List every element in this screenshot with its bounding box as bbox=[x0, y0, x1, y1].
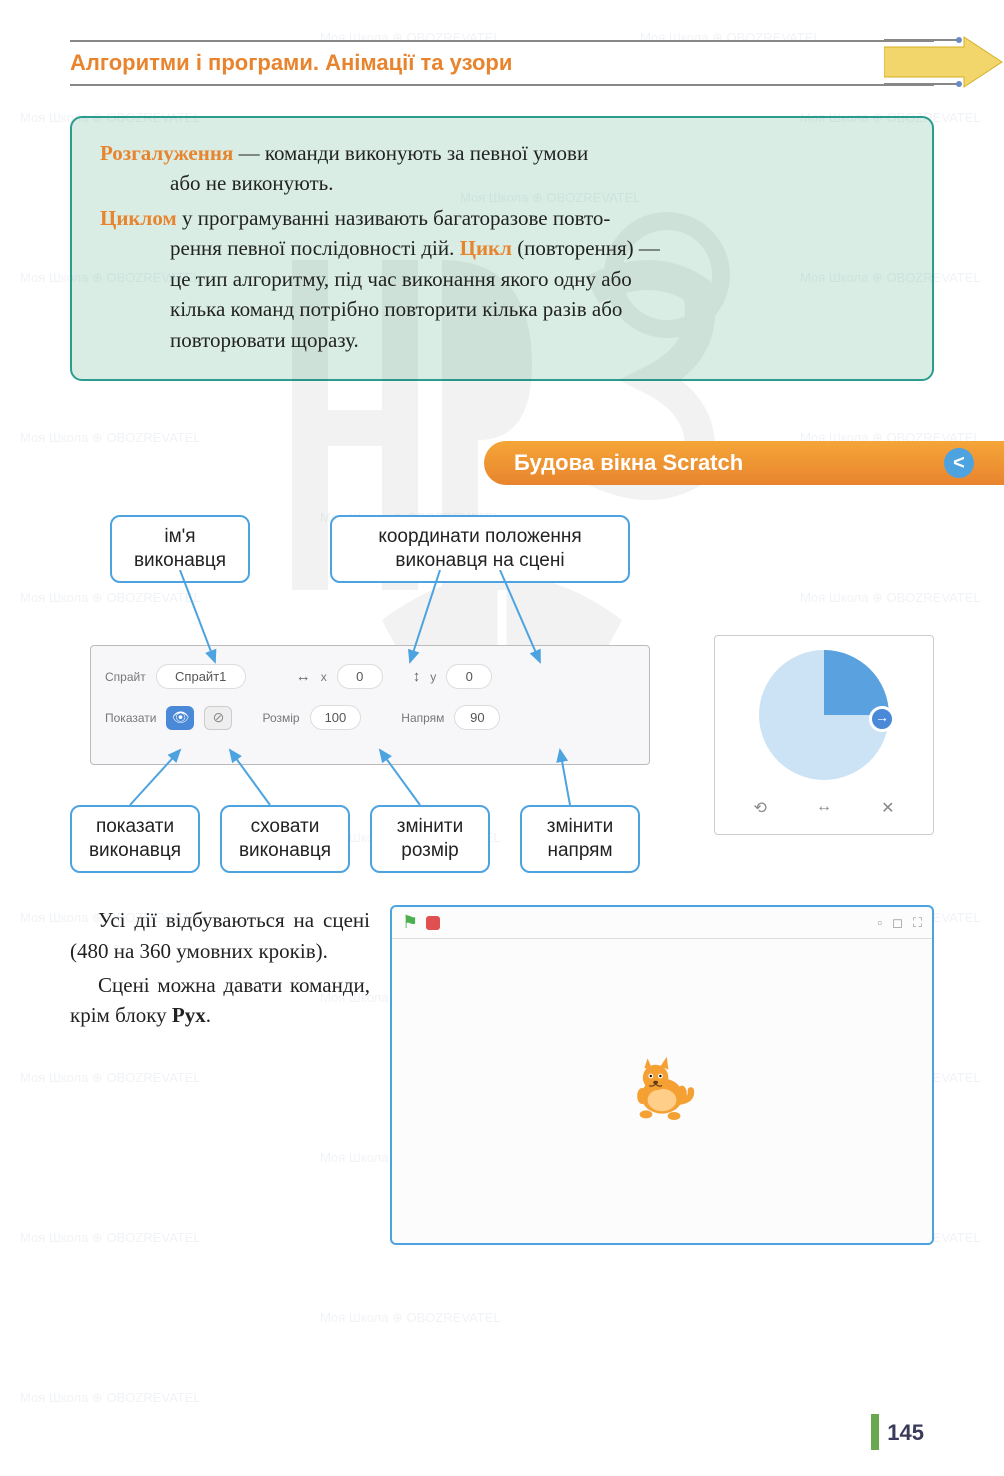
page-number: 145 bbox=[887, 1420, 924, 1446]
label-hide: сховативиконавця bbox=[220, 805, 350, 873]
watermark: Моя Школа ⊕ OBOZREVATEL bbox=[20, 1390, 201, 1406]
section-title: Будова вікна Scratch bbox=[514, 450, 743, 476]
hide-button[interactable]: ⊘ bbox=[204, 706, 232, 730]
direction-label: Напрям bbox=[401, 711, 444, 725]
label-direction: змінитинапрям bbox=[520, 805, 640, 873]
chapter-title: Алгоритми і програми. Анімації та узори bbox=[70, 50, 512, 75]
x-field[interactable]: 0 bbox=[337, 664, 383, 689]
stop-icon[interactable] bbox=[426, 916, 440, 930]
scratch-cat-sprite[interactable] bbox=[622, 1052, 702, 1132]
rotation-style-icons: ⟲ ↔ ✕ bbox=[729, 798, 919, 818]
sprite-name-field[interactable]: Спрайт1 bbox=[156, 664, 246, 689]
def-text: це тип алгоритму, під час виконання яког… bbox=[100, 264, 904, 294]
label-text: змінитинапрям bbox=[547, 816, 613, 861]
sprite-label: Спрайт bbox=[105, 670, 146, 684]
term-cycle: Цикл bbox=[460, 236, 512, 260]
body-text: Усі дії відбуваються на сцені (480 на 36… bbox=[70, 905, 370, 1245]
body-text-span: Сцені можна давати ко­манди, крім блоку bbox=[70, 973, 370, 1027]
body-text-bold: Рух bbox=[172, 1003, 206, 1027]
label-coords: координати положеннявиконавця на сцені bbox=[330, 515, 630, 583]
body-text-span: . bbox=[206, 1003, 211, 1027]
def-text: у програмуванні називають багаторазове п… bbox=[177, 206, 611, 230]
x-label: x bbox=[321, 670, 327, 684]
sprite-row-1: Спрайт Спрайт1 ↔ x 0 ↕ y 0 bbox=[105, 664, 635, 689]
size-label: Розмір bbox=[262, 711, 299, 725]
show-button[interactable]: 👁 bbox=[166, 706, 194, 730]
size-field[interactable]: 100 bbox=[310, 705, 362, 730]
stage-controls: ▫ ◻ ⛶ bbox=[877, 915, 922, 931]
bottom-section: Усі дії відбуваються на сцені (480 на 36… bbox=[70, 905, 934, 1245]
definition-loop: Циклом у програмуванні називають багатор… bbox=[100, 203, 904, 355]
rotate-none-icon[interactable]: ✕ bbox=[881, 798, 894, 818]
watermark: Моя Школа ⊕ OBOZREVATEL bbox=[20, 430, 201, 446]
label-text: сховативиконавця bbox=[239, 816, 331, 861]
show-label: Показати bbox=[105, 711, 156, 725]
def-line: рення певної послідовності дій. Цикл (по… bbox=[100, 233, 904, 263]
rotate-lr-icon[interactable]: ↔ bbox=[816, 798, 832, 818]
textbook-page: Моя Школа ⊕ OBOZREVATEL Моя Школа ⊕ OBOZ… bbox=[0, 0, 1004, 1476]
definitions-box: Розгалуження — команди виконують за певн… bbox=[70, 116, 934, 381]
watermark: Моя Школа ⊕ OBOZREVATEL bbox=[320, 1310, 501, 1326]
section-icon: < bbox=[944, 448, 974, 478]
def-text: — команди виконують за певної умови bbox=[233, 141, 588, 165]
y-field[interactable]: 0 bbox=[446, 664, 492, 689]
label-show: показативиконавця bbox=[70, 805, 200, 873]
def-text: рення певної послідовності дій. bbox=[170, 236, 460, 260]
term-branching: Розгалуження bbox=[100, 141, 233, 165]
small-stage-icon[interactable]: ▫ bbox=[877, 915, 882, 931]
green-flag-icon[interactable]: ⚑ bbox=[402, 912, 418, 933]
dial-arrow-icon: → bbox=[869, 706, 895, 732]
direction-dial[interactable]: → bbox=[759, 650, 889, 780]
def-text: або не виконують. bbox=[100, 168, 904, 198]
label-text: ім'явиконавця bbox=[134, 526, 226, 571]
paragraph-2: Сцені можна давати ко­манди, крім блоку … bbox=[70, 970, 370, 1031]
scratch-stage-panel: ⚑ ▫ ◻ ⛶ bbox=[390, 905, 934, 1245]
scratch-panel-diagram: ім'явиконавця координати положеннявикона… bbox=[70, 515, 934, 895]
label-size: змінитирозмір bbox=[370, 805, 490, 873]
direction-panel: → ⟲ ↔ ✕ bbox=[714, 635, 934, 835]
def-text: (повторення) — bbox=[512, 236, 660, 260]
label-text: змінитирозмір bbox=[397, 816, 463, 861]
y-arrow-icon: ↕ bbox=[413, 668, 421, 685]
stage-header: ⚑ ▫ ◻ ⛶ bbox=[392, 907, 932, 939]
term-loop: Циклом bbox=[100, 206, 177, 230]
fullscreen-icon[interactable]: ⛶ bbox=[913, 915, 922, 931]
x-arrow-icon: ↔ bbox=[296, 668, 311, 685]
label-text: координати положеннявиконавця на сцені bbox=[378, 526, 581, 571]
def-text: кілька команд потрібно повторити кілька … bbox=[100, 294, 904, 324]
label-text: показативиконавця bbox=[89, 816, 181, 861]
chapter-arrow-icon bbox=[884, 32, 1004, 92]
definition-branching: Розгалуження — команди виконують за певн… bbox=[100, 138, 904, 199]
large-stage-icon[interactable]: ◻ bbox=[892, 915, 903, 931]
section-banner: Будова вікна Scratch < bbox=[484, 441, 1004, 485]
sprite-row-2: Показати 👁 ⊘ Розмір 100 Напрям 90 bbox=[105, 705, 635, 730]
y-label: y bbox=[430, 670, 436, 684]
direction-field[interactable]: 90 bbox=[454, 705, 500, 730]
rotate-all-icon[interactable]: ⟲ bbox=[754, 798, 767, 818]
def-text: повторювати щоразу. bbox=[100, 325, 904, 355]
paragraph-1: Усі дії відбуваються на сцені (480 на 36… bbox=[70, 905, 370, 966]
label-sprite-name: ім'явиконавця bbox=[110, 515, 250, 583]
chapter-header: Алгоритми і програми. Анімації та узори bbox=[70, 40, 934, 86]
sprite-properties-panel: Спрайт Спрайт1 ↔ x 0 ↕ y 0 Показати 👁 ⊘ … bbox=[90, 645, 650, 765]
